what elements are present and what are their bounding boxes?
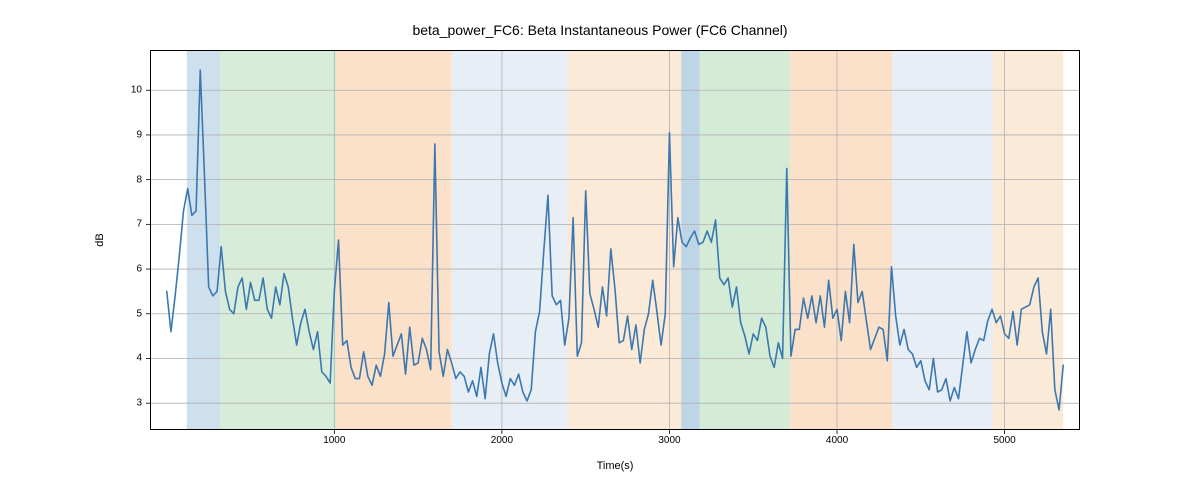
x-tick-label: 4000 <box>826 435 848 446</box>
y-axis-label: dB <box>94 233 106 246</box>
y-tick-label: 3 <box>136 398 142 409</box>
y-tick-label: 10 <box>131 85 142 96</box>
y-tick-label: 4 <box>136 353 142 364</box>
y-tick-label: 8 <box>136 174 142 185</box>
x-tick-label: 2000 <box>491 435 513 446</box>
chart-title: beta_power_FC6: Beta Instantaneous Power… <box>0 22 1200 38</box>
background-span <box>220 50 336 430</box>
background-span <box>892 50 993 430</box>
background-span <box>790 50 892 430</box>
x-tick-label: 5000 <box>993 435 1015 446</box>
x-tick-label: 1000 <box>323 435 345 446</box>
background-span <box>993 50 1063 430</box>
y-tick-label: 9 <box>136 129 142 140</box>
y-tick-label: 6 <box>136 264 142 275</box>
y-tick-label: 7 <box>136 219 142 230</box>
x-axis-label: Time(s) <box>597 460 634 472</box>
x-tick-label: 3000 <box>658 435 680 446</box>
background-span <box>187 50 221 430</box>
chart-container: beta_power_FC6: Beta Instantaneous Power… <box>0 0 1200 500</box>
plot-area <box>150 50 1080 430</box>
plot-svg <box>150 50 1080 430</box>
y-tick-label: 5 <box>136 308 142 319</box>
background-span <box>700 50 790 430</box>
